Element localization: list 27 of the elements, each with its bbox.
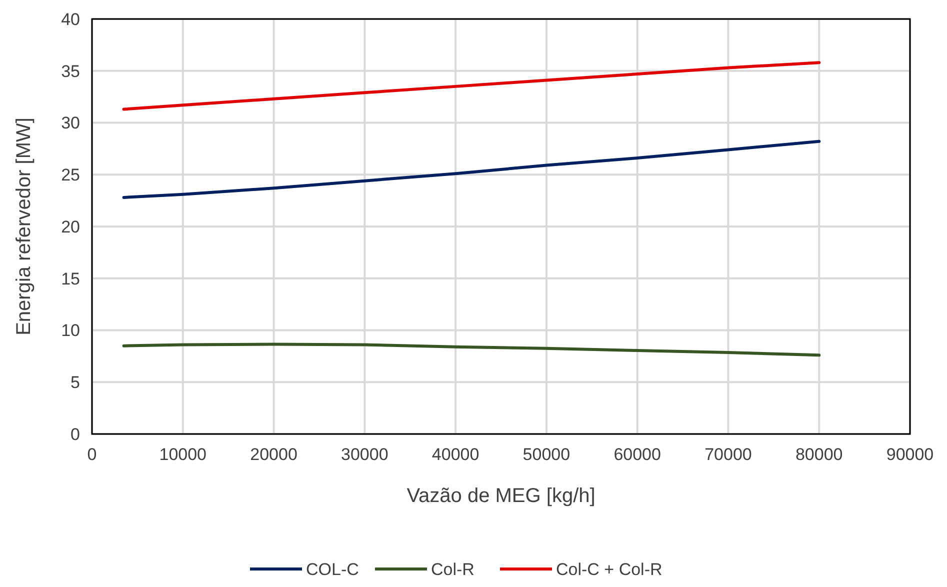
x-tick-label: 30000 [341, 445, 388, 464]
y-tick-label: 10 [61, 321, 80, 340]
x-tick-label: 20000 [250, 445, 298, 464]
y-tick-label: 15 [61, 269, 80, 288]
y-tick-label: 35 [61, 62, 80, 81]
x-tick-label: 0 [87, 445, 97, 464]
y-tick-label: 0 [70, 424, 80, 444]
y-tick-label: 20 [61, 217, 80, 236]
x-tick-label: 10000 [159, 445, 207, 464]
x-tick-label: 80000 [795, 445, 843, 464]
y-axis-title: Energia refervedor [MW] [13, 118, 35, 336]
line-series [122, 61, 821, 111]
line-series [122, 342, 821, 357]
y-tick-label: 5 [70, 373, 80, 392]
x-tick-label: 60000 [614, 445, 661, 464]
line-series [122, 140, 821, 199]
x-tick-label: 70000 [704, 445, 752, 464]
y-tick-label: 25 [61, 166, 80, 185]
legend-label: COL-C [306, 560, 359, 579]
y-tick-label: 40 [61, 10, 80, 29]
x-tick-label: 50000 [522, 445, 570, 464]
x-tick-label: 90000 [886, 445, 934, 464]
x-axis-title: Vazão de MEG [kg/h] [406, 485, 596, 507]
y-tick-label: 30 [61, 114, 80, 133]
legend-label: Col-C + Col-R [556, 560, 662, 579]
legend-label: Col-R [431, 560, 474, 579]
x-tick-label: 40000 [432, 445, 480, 464]
